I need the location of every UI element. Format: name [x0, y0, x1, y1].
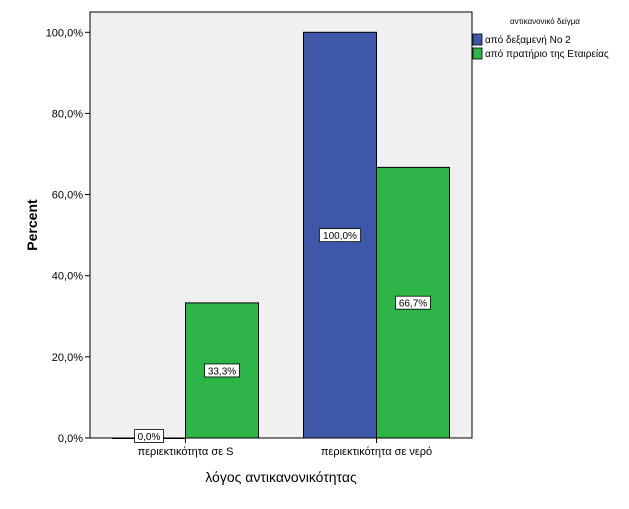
y-tick-label: 80,0%	[52, 108, 83, 120]
y-axis: 0,0% 20,0% 40,0% 60,0% 80,0% 100,0%	[46, 27, 90, 445]
legend-entry: από πρατήριο της Εταιρείας	[485, 48, 609, 60]
data-label-box	[395, 295, 431, 310]
x-axis: περιεκτικότητα σε S περιεκτικότητα σε νερ…	[138, 438, 432, 458]
data-label: 66,7%	[399, 299, 427, 310]
y-tick-label: 60,0%	[52, 190, 83, 202]
data-labels: 0,0% 33,3% 100,0% 66,7%	[134, 228, 431, 443]
x-tick-label: περιεκτικότητα σε S	[138, 446, 234, 458]
y-tick-label: 20,0%	[52, 352, 83, 364]
y-axis-title: Percent	[24, 199, 40, 251]
y-tick-label: 100,0%	[46, 27, 84, 39]
data-label-box	[134, 429, 164, 443]
legend-title: αντικανονικό δείγμα	[510, 17, 580, 26]
data-label: 33,3%	[208, 366, 236, 377]
y-tick-label: 40,0%	[52, 271, 83, 283]
legend: αντικανονικό δείγμα από δεξαμενή Νο 2 από…	[472, 17, 609, 60]
legend-swatch	[472, 33, 483, 46]
x-tick-label: περιεκτικότητα σε νερό	[321, 446, 432, 458]
data-label: 0,0%	[138, 432, 161, 443]
data-label-box	[318, 228, 361, 243]
data-label: 100,0%	[323, 231, 357, 242]
data-label-box	[204, 363, 240, 378]
legend-swatch	[472, 47, 483, 60]
y-tick-label: 0,0%	[58, 433, 83, 445]
legend-entry: από δεξαμενή Νο 2	[485, 34, 571, 46]
x-axis-title: λόγος αντικανονικότητας	[205, 469, 357, 485]
